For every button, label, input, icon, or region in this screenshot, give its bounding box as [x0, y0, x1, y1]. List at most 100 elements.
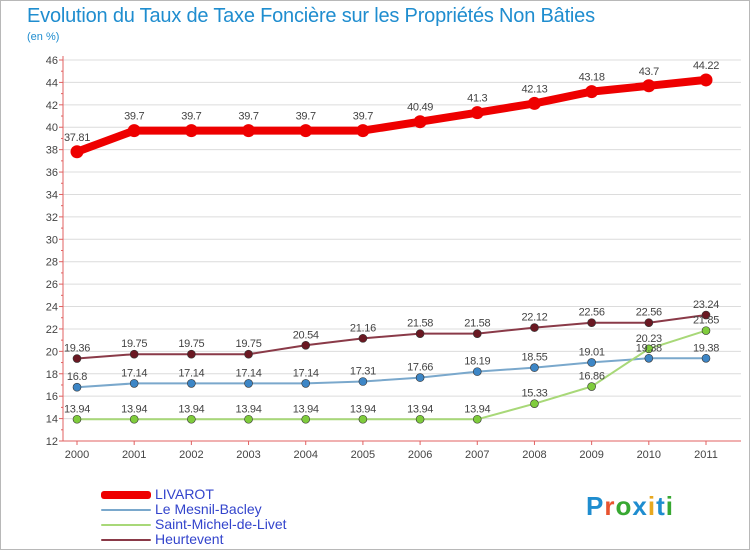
- legend-label: Heurtevent: [155, 531, 224, 547]
- data-label: 19.36: [64, 343, 90, 355]
- y-tick-label: 28: [46, 257, 58, 269]
- data-label: 39.7: [238, 111, 258, 123]
- legend-swatch: [101, 538, 151, 541]
- y-tick-label: 18: [46, 369, 58, 381]
- data-label: 13.94: [64, 403, 90, 415]
- data-label: 21.85: [693, 315, 719, 327]
- y-tick-label: 34: [46, 189, 58, 201]
- x-tick-label: 2009: [579, 449, 603, 461]
- legend-swatch: [101, 508, 151, 511]
- x-tick-label: 2011: [694, 449, 718, 461]
- data-label: 43.18: [579, 72, 605, 84]
- data-label: 40.49: [407, 102, 433, 114]
- data-point: [472, 367, 482, 376]
- data-point: [72, 414, 82, 424]
- data-label: 19.38: [693, 342, 719, 354]
- data-label: 19.75: [121, 338, 147, 350]
- y-tick-label: 14: [46, 414, 58, 426]
- data-point: [301, 341, 311, 350]
- series-line: [73, 75, 710, 156]
- data-point: [530, 363, 539, 372]
- data-label: 17.31: [350, 365, 376, 377]
- x-tick-label: 2001: [122, 449, 146, 461]
- data-label: 19.75: [178, 338, 204, 350]
- data-label: 19.01: [579, 346, 605, 358]
- data-label: 39.7: [296, 111, 316, 123]
- data-label: 16.8: [67, 371, 87, 383]
- data-point: [644, 318, 654, 327]
- y-tick-label: 12: [46, 436, 58, 448]
- y-unit-label: (en %): [27, 31, 60, 43]
- data-label: 15.33: [521, 388, 547, 400]
- x-tick-label: 2000: [65, 449, 89, 461]
- data-point: [299, 124, 313, 138]
- y-tick-label: 32: [46, 212, 58, 224]
- data-label: 19.38: [636, 342, 662, 354]
- legend-item: Heurtevent: [101, 532, 287, 547]
- data-point: [184, 124, 198, 138]
- data-label: 37.81: [64, 132, 90, 144]
- y-tick-label: 26: [46, 279, 58, 291]
- data-label: 22.56: [579, 307, 605, 319]
- data-label: 23.24: [693, 299, 719, 311]
- data-label: 13.94: [350, 403, 376, 415]
- logo-letter: t: [656, 491, 666, 521]
- y-tick-label: 42: [46, 100, 58, 112]
- series-line: [76, 329, 707, 421]
- legend-item: Saint-Michel-de-Livet: [101, 517, 287, 532]
- data-label: 21.58: [407, 318, 433, 330]
- data-point: [644, 344, 654, 354]
- data-label: 22.56: [636, 307, 662, 319]
- y-tick-label: 40: [46, 122, 58, 134]
- data-point: [413, 115, 427, 129]
- legend-label: Saint-Michel-de-Livet: [155, 516, 287, 532]
- x-tick-label: 2010: [637, 449, 661, 461]
- data-point: [415, 373, 425, 382]
- data-point: [244, 414, 253, 424]
- logo-letter: o: [615, 491, 633, 521]
- data-label: 13.94: [407, 403, 433, 415]
- data-point: [530, 323, 539, 332]
- data-point: [587, 358, 596, 367]
- logo-letter: i: [665, 491, 674, 521]
- legend-label: Le Mesnil-Bacley: [155, 501, 262, 517]
- logo-letter: P: [586, 491, 605, 521]
- data-point: [358, 334, 368, 343]
- legend: LIVAROT Le Mesnil-Bacley Saint-Michel-de-L…: [101, 487, 287, 547]
- legend-item: Le Mesnil-Bacley: [101, 502, 287, 517]
- data-point: [129, 349, 139, 359]
- y-tick-label: 46: [46, 55, 58, 67]
- data-point: [301, 379, 311, 388]
- x-tick-label: 2003: [236, 449, 260, 461]
- data-point: [415, 329, 425, 338]
- y-tick-label: 20: [46, 346, 58, 358]
- data-label: 41.3: [467, 93, 487, 105]
- x-tick-label: 2005: [351, 449, 375, 461]
- logo-letter: i: [647, 491, 657, 521]
- data-point: [587, 382, 596, 391]
- series-line: [76, 357, 707, 389]
- data-label: 17.14: [236, 367, 262, 379]
- y-tick-label: 30: [46, 234, 58, 246]
- data-point: [242, 124, 256, 138]
- legend-swatch: [101, 490, 151, 499]
- data-point: [358, 414, 368, 424]
- y-tick-label: 36: [46, 167, 58, 179]
- y-tick-label: 44: [46, 77, 58, 89]
- data-point: [129, 414, 139, 424]
- data-point: [642, 79, 656, 93]
- legend-swatch: [101, 523, 151, 526]
- data-point: [701, 326, 711, 335]
- data-point: [72, 354, 82, 363]
- data-label: 17.14: [293, 367, 319, 379]
- data-point: [470, 106, 484, 120]
- x-tick-label: 2008: [522, 449, 546, 461]
- data-point: [187, 349, 196, 359]
- data-point: [472, 329, 482, 338]
- data-point: [127, 124, 141, 138]
- data-point: [530, 399, 539, 408]
- data-point: [701, 310, 711, 320]
- data-label: 39.7: [124, 111, 144, 123]
- x-tick-label: 2006: [408, 449, 432, 461]
